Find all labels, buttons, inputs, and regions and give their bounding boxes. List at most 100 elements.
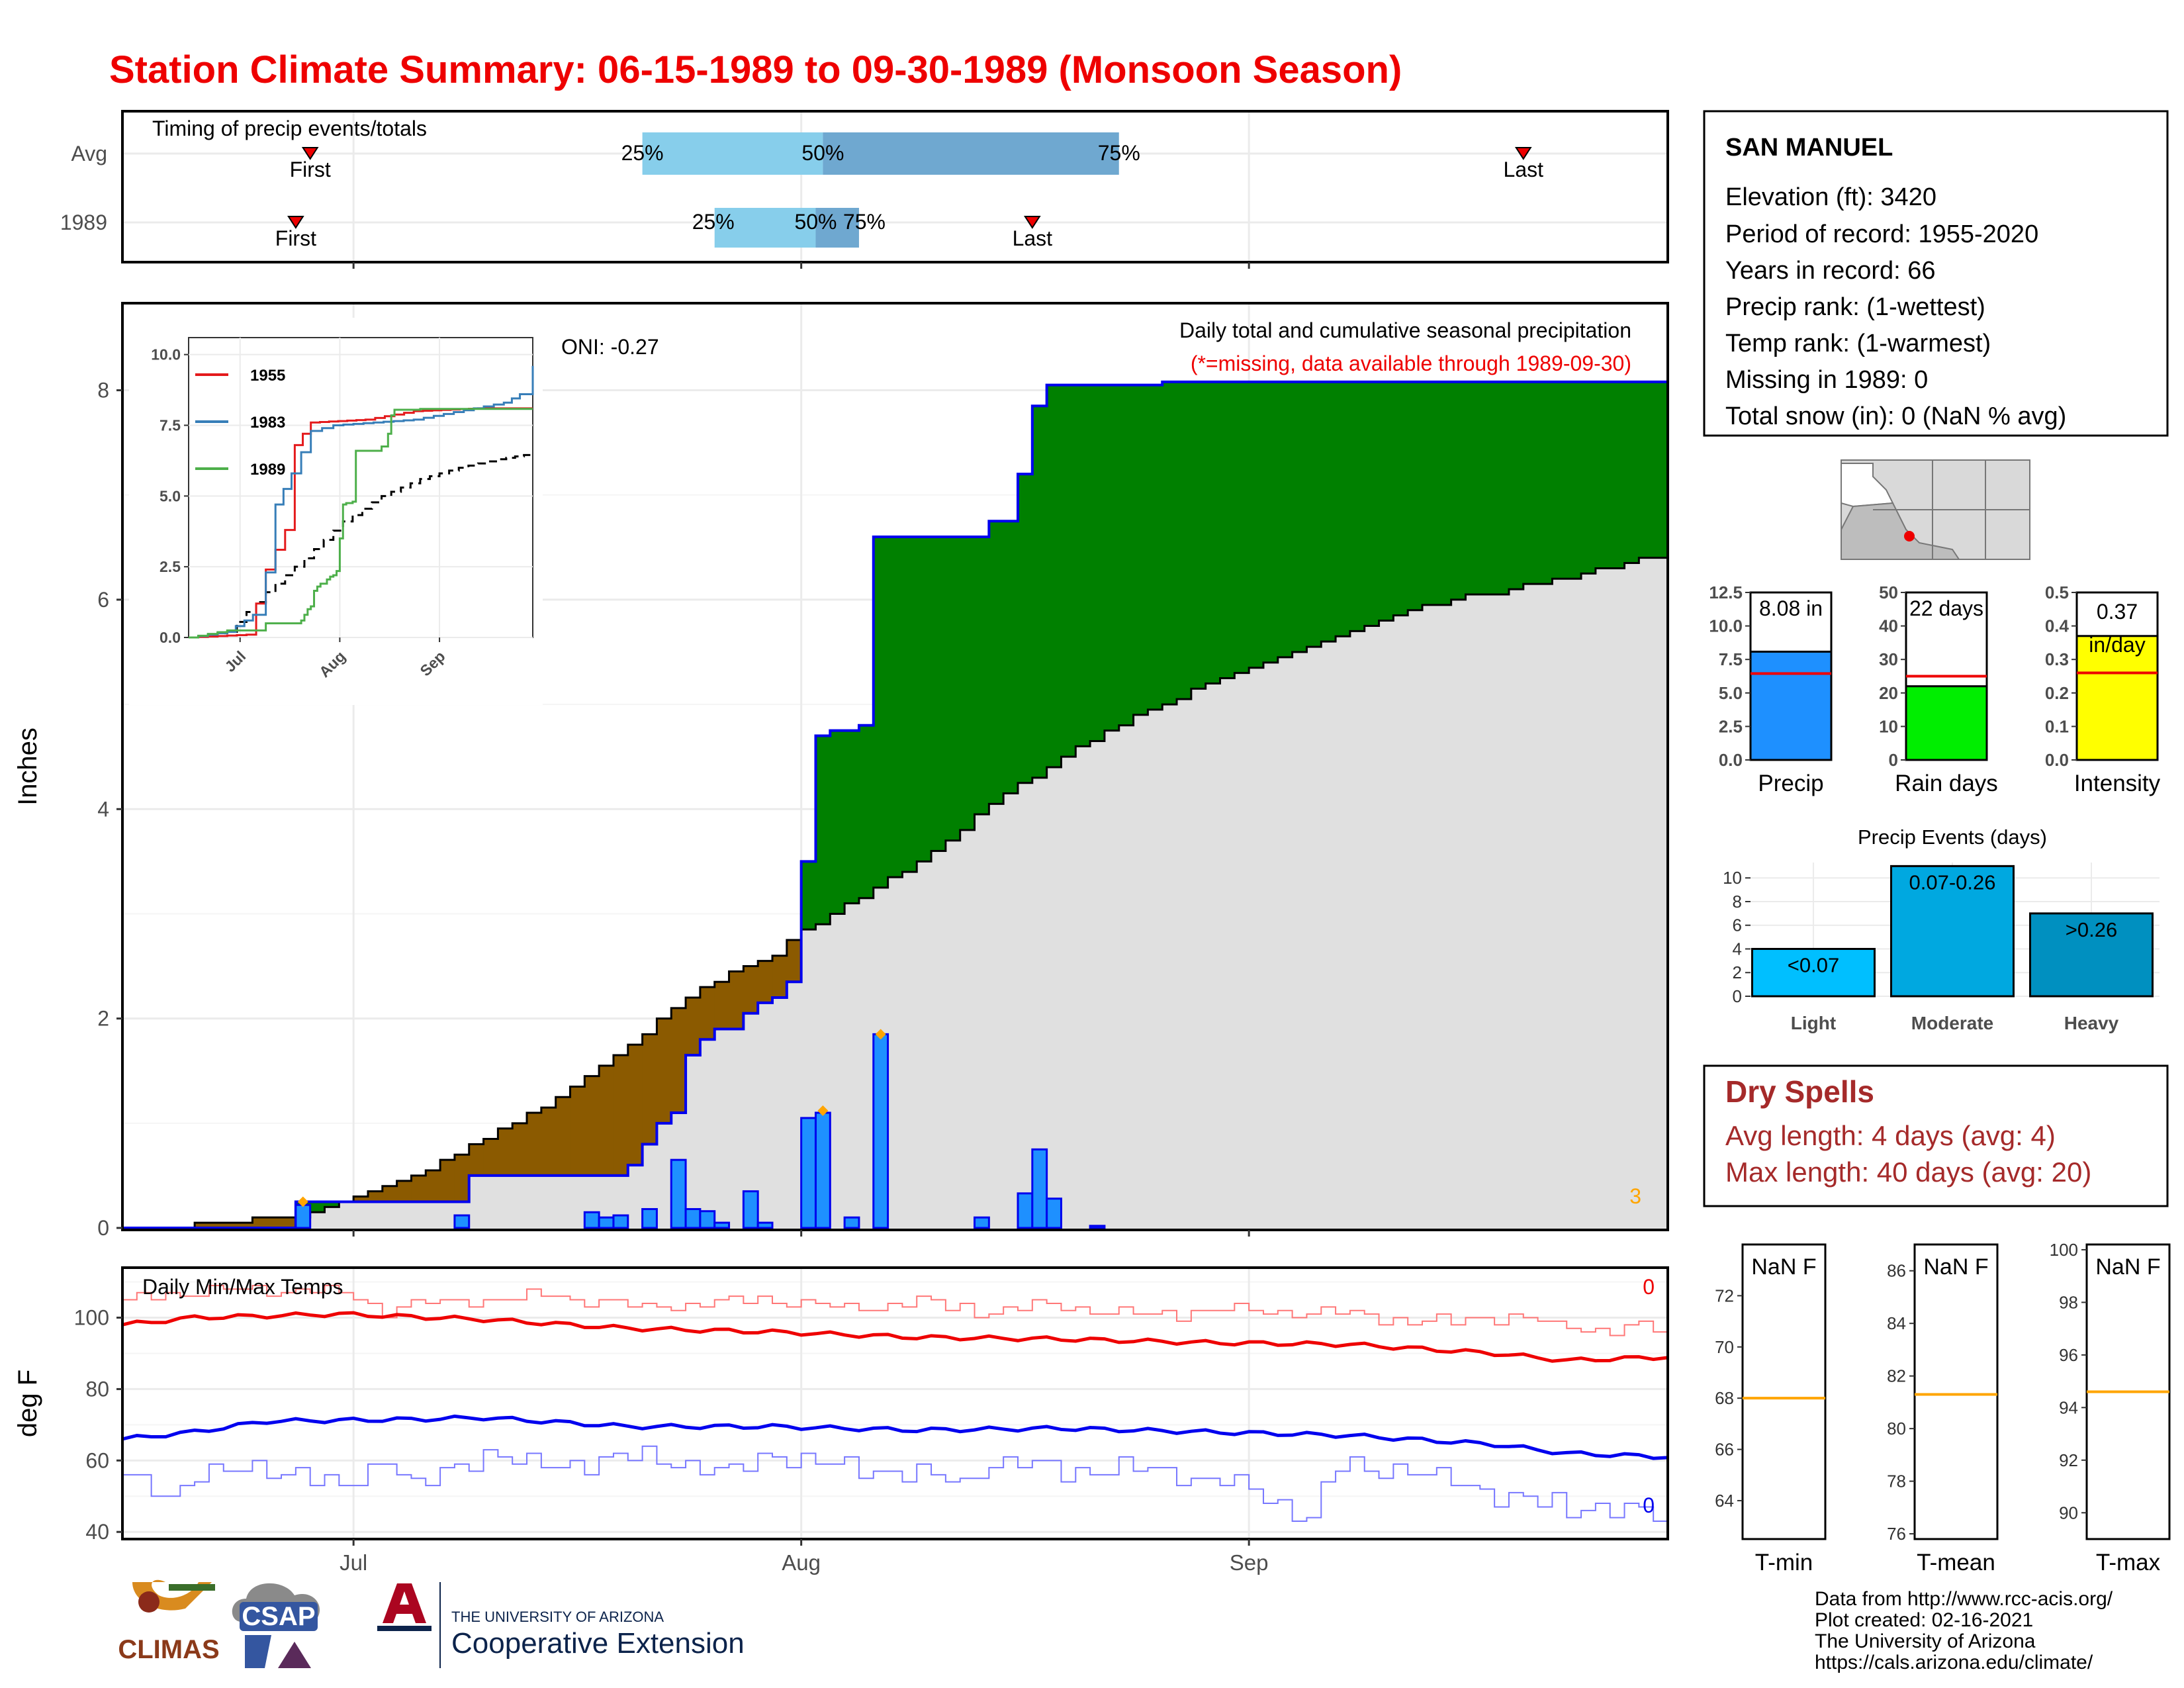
deficit-band <box>541 1107 557 1176</box>
dry-spells-box: Dry Spells Avg length: 4 days (avg: 4) M… <box>1703 1064 2169 1207</box>
deficit-band <box>208 1223 224 1228</box>
station-elevation: Elevation (ft): 3420 <box>1725 183 1936 211</box>
summary-bar-precip <box>1749 650 1833 761</box>
temp-y-tick-label: 100 <box>74 1306 109 1330</box>
summary-y-tick-label: 10.0 <box>1709 616 1743 636</box>
summary-y-tick-label: 0.0 <box>1719 750 1743 770</box>
daily-precip-bar <box>598 1216 615 1229</box>
timing-p50: 50% <box>794 210 837 234</box>
temp-box-y-tick-label: 90 <box>2059 1503 2078 1523</box>
max-missing-count: 0 <box>1643 1275 1655 1299</box>
daily-precip-bar <box>612 1214 629 1229</box>
summary-y-tick-label: 0.4 <box>2045 616 2070 636</box>
temperature-panel: Daily Min/Max Temps 0 0 deg F 40 60 80 100 <box>13 1266 1669 1544</box>
station-period: Period of record: 1955-2020 <box>1725 220 2038 248</box>
precip-y-label: Inches <box>13 727 42 806</box>
events-y-tick-label: 0 <box>1733 986 1742 1006</box>
surplus-band <box>1046 385 1062 767</box>
inset-y-tick-label: 10.0 <box>151 346 181 363</box>
timing-label: Timing of precip events/totals <box>152 117 427 140</box>
temp-box-y-tick-label: 78 <box>1887 1472 1906 1491</box>
surplus-band <box>324 1201 340 1207</box>
surplus-band <box>1032 406 1048 778</box>
surplus-band <box>1349 381 1365 632</box>
summary-value-label: 8.08 in <box>1759 596 1823 620</box>
inset-y-tick-label: 5.0 <box>159 487 181 504</box>
daily-precip-bar <box>684 1208 702 1229</box>
precip-y-tick-label: 2 <box>97 1007 109 1031</box>
deficit-band <box>440 1160 455 1202</box>
events-y-tick-label: 4 <box>1733 939 1742 959</box>
daily-precip-bar <box>453 1214 471 1229</box>
inset-plot-area <box>188 337 533 638</box>
deficit-band <box>498 1128 513 1176</box>
deficit-band <box>627 1045 643 1166</box>
timing-first-label: First <box>275 226 316 250</box>
surplus-band <box>801 861 817 930</box>
deficit-band <box>411 1175 426 1202</box>
summary-y-tick-label: 50 <box>1879 583 1898 602</box>
precip-chart-title: Daily total and cumulative seasonal prec… <box>1179 318 1631 342</box>
summary-bar-label: Rain days <box>1895 771 1998 796</box>
surplus-band <box>1292 381 1308 652</box>
event-bar-label: Heavy <box>2064 1013 2119 1033</box>
daily-precip-bar <box>843 1216 860 1229</box>
timing-box-lower <box>642 132 823 175</box>
surplus-band <box>1480 381 1495 594</box>
timing-last-label: Last <box>1504 158 1544 181</box>
temp-y-tick-label: 60 <box>85 1448 109 1472</box>
surplus-band <box>1624 381 1639 563</box>
summary-y-tick-label: 0.0 <box>2045 750 2069 770</box>
temp-box-y-tick-label: 92 <box>2059 1450 2078 1470</box>
surplus-band <box>960 537 976 830</box>
surplus-band <box>1003 521 1019 794</box>
daily-precip-bar <box>1046 1197 1062 1229</box>
temp-box-value: NaN F <box>1923 1254 1988 1280</box>
temp-box-frame <box>1913 1243 1999 1540</box>
surplus-band <box>1177 381 1192 700</box>
surplus-band <box>945 537 961 841</box>
timing-p75: 75% <box>843 210 886 234</box>
surplus-band <box>873 537 889 888</box>
climas-logo-text: CLIMAS <box>118 1635 219 1664</box>
daily-precip-bar <box>800 1117 817 1229</box>
event-bar-light <box>1751 947 1876 998</box>
events-y-tick-label: 6 <box>1733 915 1742 935</box>
deficit-band <box>772 955 788 998</box>
summary-y-tick-label: 0.3 <box>2045 649 2069 669</box>
inset-y-tick-label: 2.5 <box>159 558 181 575</box>
surplus-band <box>1567 381 1582 579</box>
temp-panel-label: Daily Min/Max Temps <box>142 1275 343 1299</box>
summary-bars: 0.0 2.5 5.0 7.5 10.0 12.5 8.08 in Precip 0 10 20 30… <box>1709 583 2160 796</box>
page-title: Station Climate Summary: 06-15-1989 to 0… <box>109 48 1402 91</box>
summary-value-unit: in/day <box>2089 633 2145 657</box>
deficit-band <box>642 1034 658 1145</box>
summary-y-tick-label: 12.5 <box>1709 583 1743 602</box>
surplus-band <box>1234 381 1250 673</box>
summary-y-tick-label: 0.5 <box>2045 583 2069 602</box>
events-y-tick-label: 8 <box>1733 892 1742 912</box>
inset-y-tick-label: 0.0 <box>159 629 181 646</box>
daily-precip-bar <box>699 1210 716 1229</box>
surplus-band <box>1118 385 1134 726</box>
inset-y-tick-label: 7.5 <box>159 416 181 434</box>
cooperative-extension-text: Cooperative Extension <box>451 1627 745 1660</box>
timing-first-label: First <box>290 158 331 181</box>
daily-precip-bar <box>1031 1148 1048 1229</box>
deficit-band <box>454 1154 470 1202</box>
summary-bar-intensity <box>2075 635 2159 761</box>
event-bar-moderate <box>1890 865 2015 998</box>
deficit-band <box>195 1223 210 1228</box>
deficit-band <box>758 961 773 1003</box>
summary-y-tick-label: 30 <box>1879 649 1898 669</box>
surplus-band <box>931 537 946 851</box>
deficit-band <box>584 1076 600 1176</box>
deficit-band <box>223 1223 239 1228</box>
deficit-band <box>657 1018 672 1123</box>
surplus-band <box>1595 381 1611 569</box>
deficit-band <box>469 1144 484 1176</box>
daily-precip-bar <box>974 1216 990 1229</box>
deficit-band <box>786 940 802 982</box>
surplus-band <box>1061 385 1076 757</box>
